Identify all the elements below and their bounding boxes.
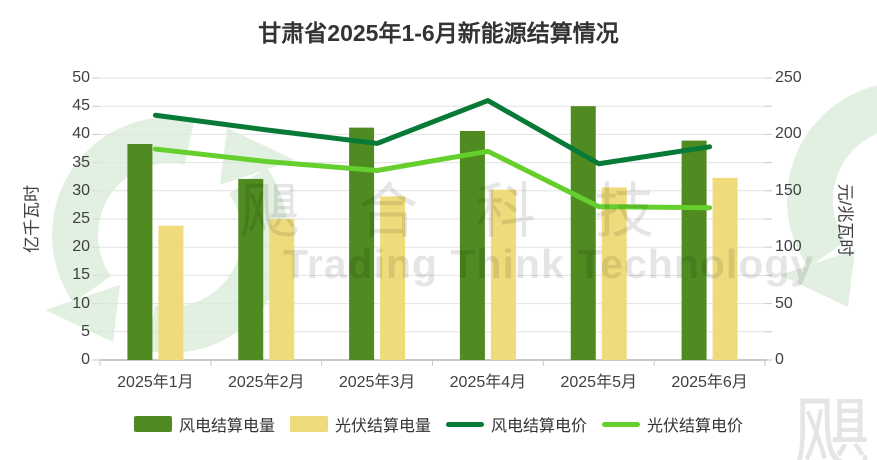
x-axis-label: 2025年3月 (338, 374, 416, 391)
bar-光伏结算电量 (269, 219, 295, 360)
bar-风电结算电量 (570, 106, 596, 360)
legend-label: 光伏结算电量 (334, 418, 431, 435)
swirl-logo (780, 82, 877, 318)
legend-item-solar-price[interactable]: 光伏结算电价 (602, 412, 743, 436)
legend-item-wind-volume[interactable]: 风电结算电量 (133, 412, 275, 436)
bar-光伏结算电量 (601, 187, 627, 360)
right-axis-title: 元/兆瓦时 (835, 183, 855, 257)
bar-光伏结算电量 (380, 196, 406, 360)
legend-label: 风电结算电价 (491, 418, 588, 435)
left-axis-tick-label: 50 (72, 69, 90, 86)
legend-label: 光伏结算电价 (647, 418, 744, 435)
chart-legend: 风电结算电量 光伏结算电量 风电结算电价 光伏结算电价 (0, 412, 877, 436)
right-axis-tick-label: 250 (775, 69, 802, 86)
left-axis-tick-label: 45 (72, 97, 90, 115)
left-axis-tick-label: 0 (81, 351, 90, 368)
legend-item-solar-volume[interactable]: 光伏结算电量 (289, 412, 431, 436)
left-axis-tick-label: 20 (72, 238, 90, 256)
x-axis-label: 2025年5月 (560, 374, 637, 391)
left-axis-tick-label: 40 (72, 125, 90, 143)
bar-风电结算电量 (681, 140, 707, 360)
line-光伏结算电价 (152, 146, 713, 211)
left-axis-tick-label: 10 (72, 294, 90, 312)
x-axis-label: 2025年1月 (117, 374, 194, 391)
left-axis-title: 亿千瓦时 (22, 185, 42, 253)
right-axis-tick-label: 200 (775, 125, 802, 143)
left-axis-tick-label: 25 (72, 210, 90, 227)
right-axis-tick-label: 150 (775, 181, 802, 199)
bar-风电结算电量 (349, 127, 375, 361)
x-axis-label: 2025年6月 (671, 374, 748, 391)
left-axis-tick-label: 5 (81, 322, 90, 340)
bar-光伏结算电量 (490, 189, 516, 360)
bar-风电结算电量 (238, 178, 264, 360)
chart-title: 甘肃省2025年1-6月新能源结算情况 (258, 20, 619, 46)
solar-price-swatch-icon (602, 421, 641, 427)
x-axis-label: 2025年4月 (449, 374, 527, 391)
wind-volume-swatch-icon (133, 416, 172, 432)
bar-风电结算电量 (127, 143, 153, 360)
bar-光伏结算电量 (158, 225, 184, 360)
line-风电结算电价 (152, 98, 713, 167)
solar-volume-swatch-icon (289, 416, 328, 432)
bar-风电结算电量 (459, 131, 485, 360)
right-axis-tick-label: 0 (775, 351, 784, 368)
left-axis-tick-label: 35 (72, 153, 90, 171)
legend-item-wind-price[interactable]: 风电结算电价 (446, 412, 587, 436)
left-axis-tick-label: 15 (72, 266, 90, 284)
bar-光伏结算电量 (712, 177, 738, 360)
right-axis-tick-label: 50 (775, 294, 793, 312)
right-axis-tick-label: 100 (775, 238, 802, 256)
x-axis-label: 2025年2月 (227, 374, 305, 391)
left-axis-tick-label: 30 (72, 181, 90, 199)
wind-price-swatch-icon (446, 421, 484, 427)
legend-label: 风电结算电量 (178, 418, 275, 435)
